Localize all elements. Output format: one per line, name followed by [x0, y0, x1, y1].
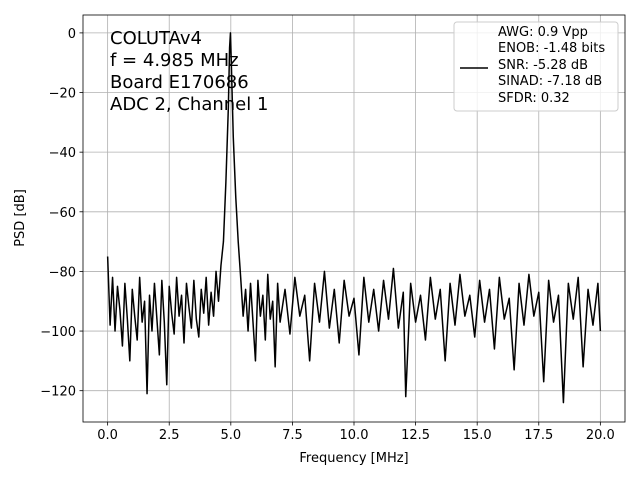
y-tick-label: −40 [49, 146, 76, 161]
y-axis-label: PSD [dB] [13, 189, 28, 247]
annotation: COLUTAv4 [110, 28, 202, 49]
x-tick-label: 20.0 [586, 428, 615, 443]
x-tick-label: 15.0 [463, 428, 492, 443]
psd-line [106, 32, 602, 404]
annotation: f = 4.985 MHz [110, 50, 239, 71]
x-tick-label: 7.5 [282, 428, 303, 443]
x-tick-label: 0.0 [97, 428, 118, 443]
y-tick-label: −60 [49, 206, 76, 221]
x-tick-label: 5.0 [220, 428, 241, 443]
x-tick-label: 17.5 [524, 428, 553, 443]
y-tick-label: −100 [40, 325, 76, 340]
legend-entry: AWG: 0.9 Vpp ENOB: -1.48 bits SNR: -5.28… [498, 25, 606, 106]
x-tick-label: 2.5 [159, 428, 180, 443]
y-tick-label: 0 [68, 27, 76, 42]
y-tick-label: −120 [40, 385, 76, 400]
y-tick-label: −20 [49, 87, 76, 102]
annotation: ADC 2, Channel 1 [110, 94, 268, 115]
legend-box [453, 21, 619, 112]
plot-area [106, 32, 602, 404]
x-axis-label: Frequency [MHz] [299, 451, 408, 466]
x-tick-label: 12.5 [401, 428, 430, 443]
annotation: Board E170686 [110, 72, 249, 93]
y-tick-label: −80 [49, 265, 76, 280]
plot-frame [82, 14, 626, 423]
x-tick-label: 10.0 [340, 428, 369, 443]
